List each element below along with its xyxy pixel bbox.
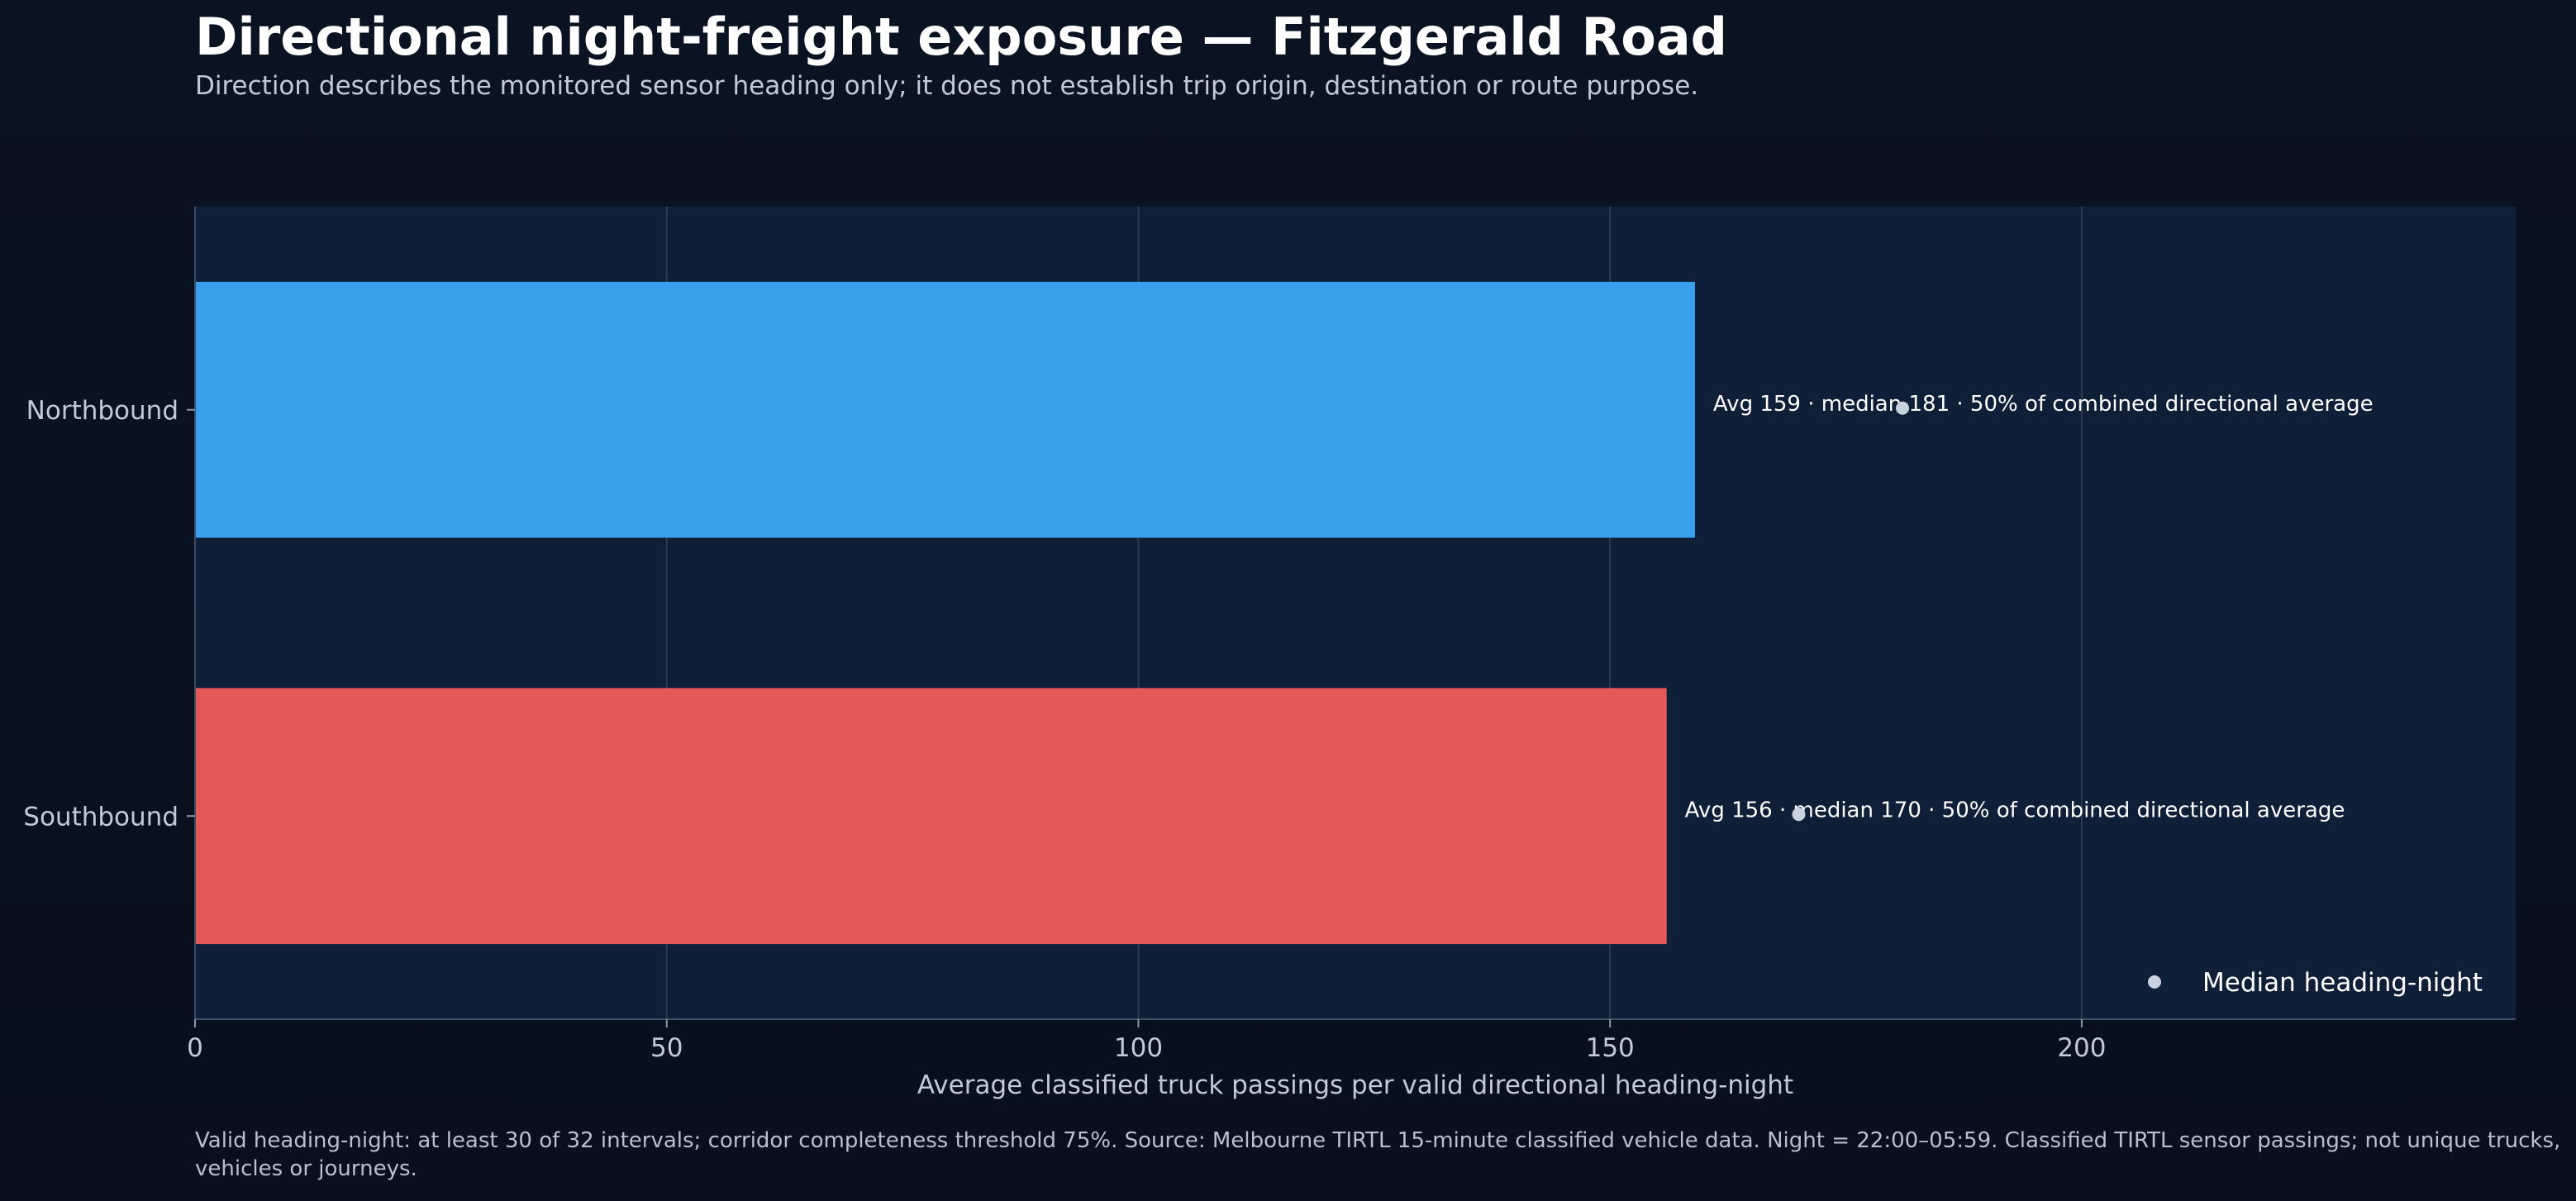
x-tick-label: 50: [650, 1033, 683, 1063]
axis-ticks: 0 50 100 150 200 Northbound Southbound: [23, 396, 2106, 1063]
x-tick-label: 200: [2057, 1033, 2106, 1063]
axes: [194, 207, 2516, 1020]
median-marker: [1792, 808, 1806, 822]
bar-southbound: [195, 688, 1667, 945]
y-tick-label: Southbound: [23, 802, 179, 832]
x-tick-label: 150: [1586, 1033, 1635, 1063]
chart-footnote: Valid heading-night: at least 30 of 32 i…: [195, 1128, 2561, 1181]
legend-marker: [2148, 975, 2161, 989]
bar-northbound: [195, 281, 1695, 538]
median-marker: [1896, 401, 1910, 415]
legend: Median heading-night: [2148, 968, 2483, 998]
bar-data-label: Avg 156 · median 170 · 50% of combined d…: [1685, 798, 2345, 822]
x-tick-label: 100: [1114, 1033, 1163, 1063]
bar-data-label: Avg 159 · median 181 · 50% of combined d…: [1713, 392, 2374, 417]
x-axis-label: Average classified truck passings per va…: [917, 1070, 1793, 1100]
bar-chart: Avg 159 · median 181 · 50% of combined d…: [23, 207, 2516, 1100]
bars: Avg 159 · median 181 · 50% of combined d…: [195, 281, 2374, 945]
y-tick-label: Northbound: [26, 396, 179, 426]
x-tick-label: 0: [187, 1033, 203, 1063]
chart-title: Directional night-freight exposure — Fit…: [195, 7, 1728, 67]
chart-subtitle: Direction describes the monitored sensor…: [195, 71, 1699, 101]
legend-entry: Median heading-night: [2202, 968, 2483, 998]
